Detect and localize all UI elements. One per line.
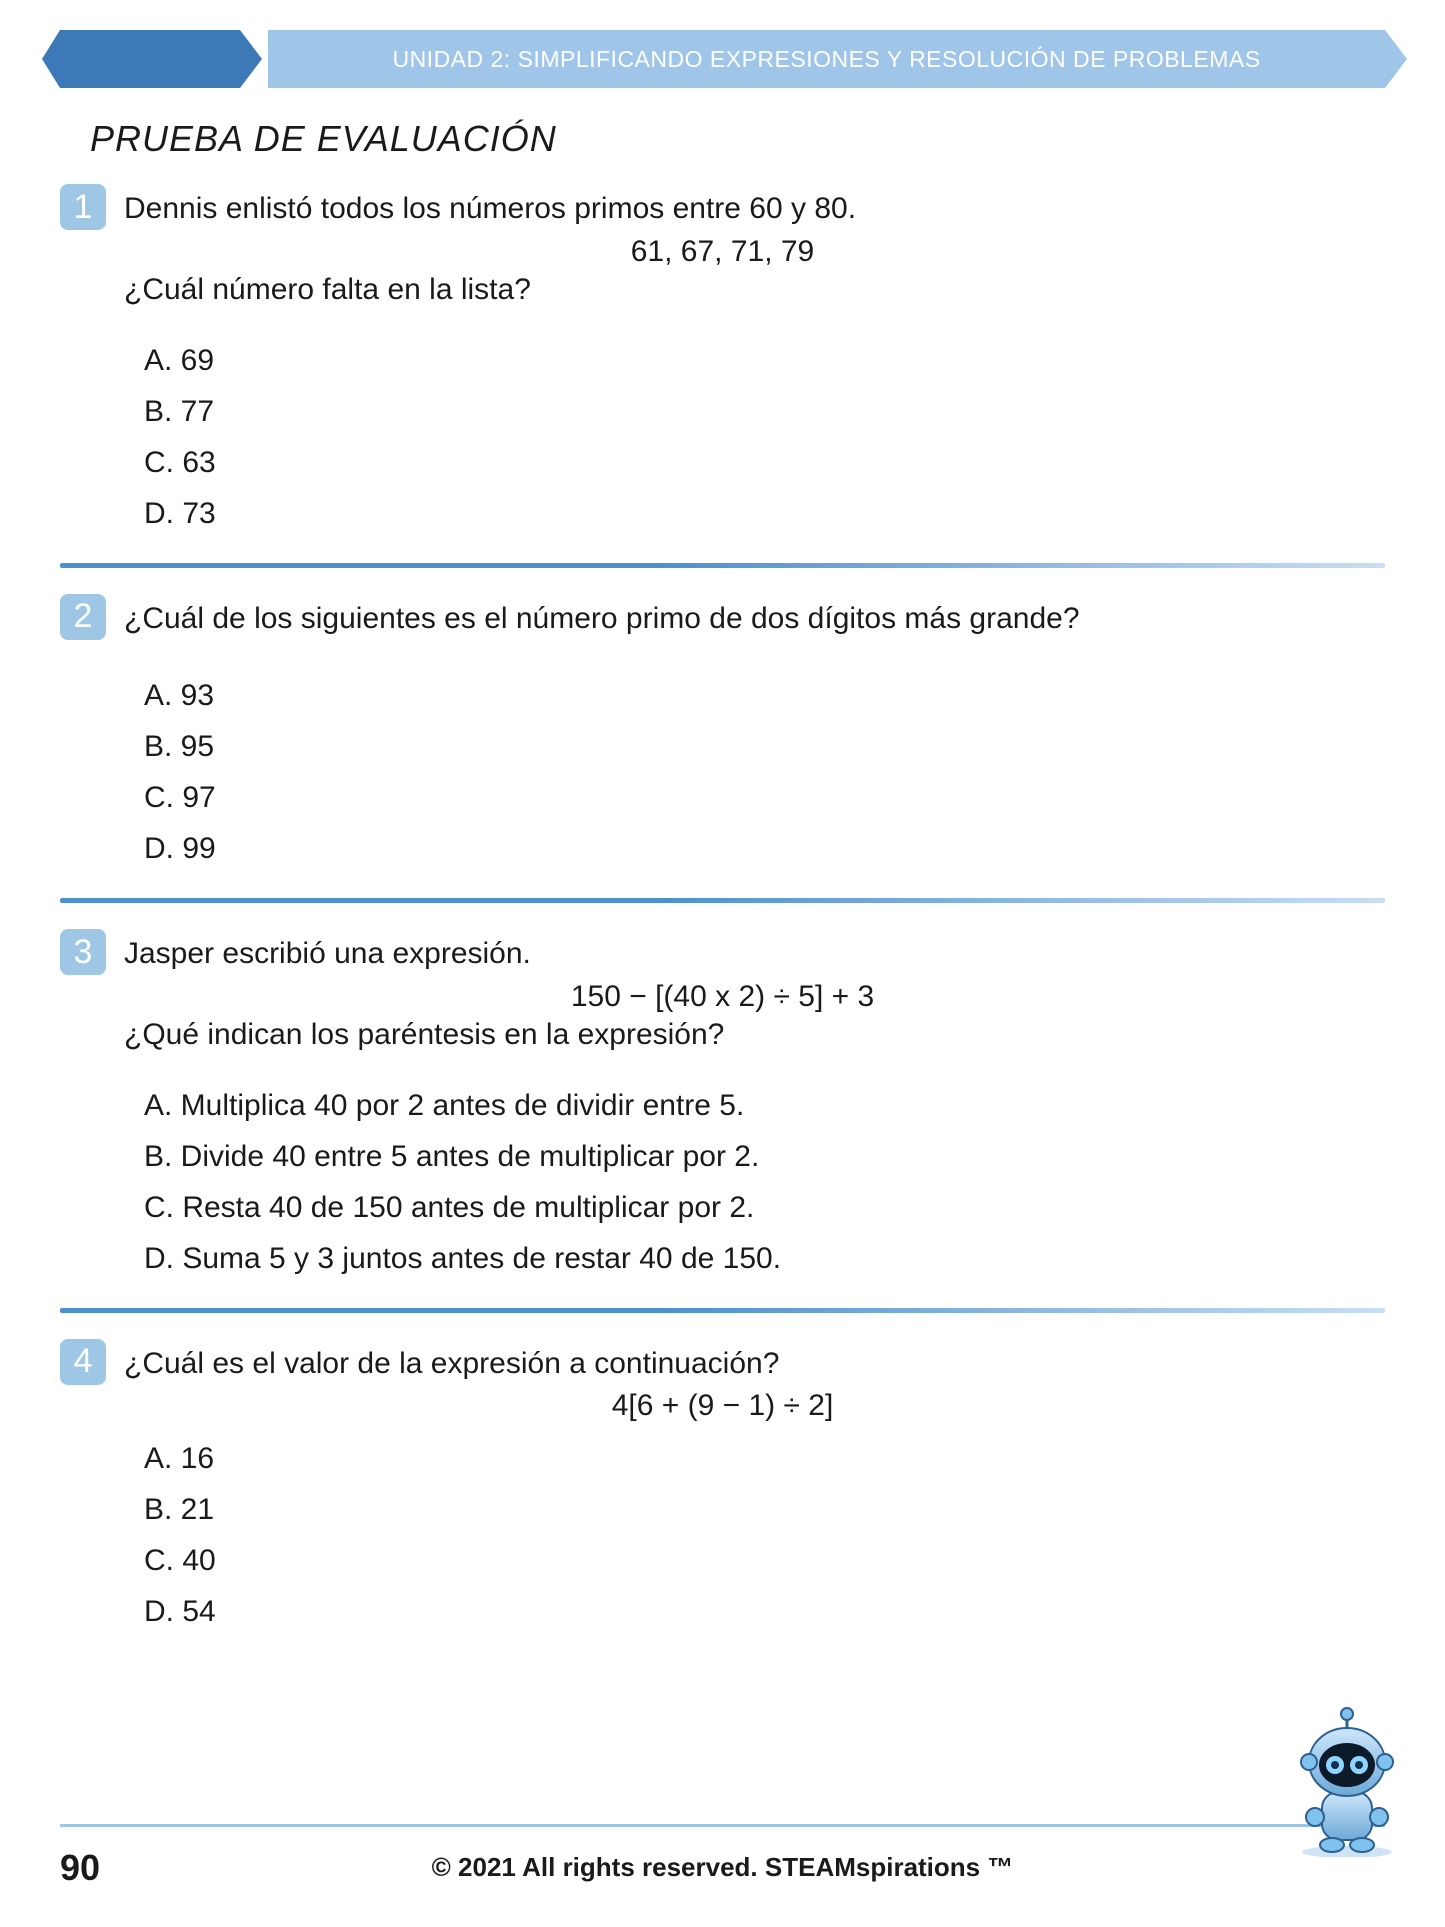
option: A. 69: [144, 335, 1385, 386]
option: A. 16: [144, 1433, 1385, 1484]
footer-rule: [60, 1824, 1385, 1827]
question-center-line: 61, 67, 71, 79: [60, 235, 1385, 269]
options-list: A. 93 B. 95 C. 97 D. 99: [144, 670, 1385, 874]
question-2: 2 ¿Cuál de los siguientes es el número p…: [60, 594, 1385, 875]
option: D. Suma 5 y 3 juntos antes de restar 40 …: [144, 1233, 1385, 1284]
question-stem: Dennis enlistó todos los números primos …: [124, 184, 1385, 233]
option: A. Multiplica 40 por 2 antes de dividir …: [144, 1080, 1385, 1131]
option: B. 95: [144, 721, 1385, 772]
question-number-badge: 4: [60, 1339, 106, 1385]
ribbon-accent: [60, 30, 240, 88]
option: D. 73: [144, 488, 1385, 539]
robot-mascot-icon: [1287, 1707, 1407, 1857]
option: B. Divide 40 entre 5 antes de multiplica…: [144, 1131, 1385, 1182]
question-stem: ¿Cuál de los siguientes es el número pri…: [124, 594, 1385, 643]
option: C. Resta 40 de 150 antes de multiplicar …: [144, 1182, 1385, 1233]
question-number-badge: 2: [60, 594, 106, 640]
header-ribbon: UNIDAD 2: SIMPLIFICANDO EXPRESIONES Y RE…: [60, 30, 1385, 88]
options-list: A. 69 B. 77 C. 63 D. 73: [144, 335, 1385, 539]
question-4: 4 ¿Cuál es el valor de la expresión a co…: [60, 1339, 1385, 1638]
divider: [60, 1308, 1385, 1313]
option: C. 40: [144, 1535, 1385, 1586]
copyright-text: © 2021 All rights reserved. STEAMspirati…: [0, 1852, 1445, 1883]
divider: [60, 563, 1385, 568]
option: C. 63: [144, 437, 1385, 488]
question-number-badge: 1: [60, 184, 106, 230]
option: D. 54: [144, 1586, 1385, 1637]
option: B. 21: [144, 1484, 1385, 1535]
question-3: 3 Jasper escribió una expresión. 150 − […: [60, 929, 1385, 1284]
option: C. 97: [144, 772, 1385, 823]
question-1: 1 Dennis enlistó todos los números primo…: [60, 184, 1385, 539]
ribbon-body: UNIDAD 2: SIMPLIFICANDO EXPRESIONES Y RE…: [268, 30, 1385, 88]
options-list: A. Multiplica 40 por 2 antes de dividir …: [144, 1080, 1385, 1284]
option: A. 93: [144, 670, 1385, 721]
question-stem: Jasper escribió una expresión.: [124, 929, 1385, 978]
question-followup: ¿Qué indican los paréntesis en la expres…: [124, 1018, 1385, 1052]
question-center-line: 150 − [(40 x 2) ÷ 5] + 3: [60, 980, 1385, 1014]
divider: [60, 898, 1385, 903]
question-stem: ¿Cuál es el valor de la expresión a cont…: [124, 1339, 1385, 1388]
unit-title: UNIDAD 2: SIMPLIFICANDO EXPRESIONES Y RE…: [362, 46, 1290, 73]
options-list: A. 16 B. 21 C. 40 D. 54: [144, 1433, 1385, 1637]
option: B. 77: [144, 386, 1385, 437]
section-title: PRUEBA DE EVALUACIÓN: [90, 118, 1385, 160]
worksheet-page: UNIDAD 2: SIMPLIFICANDO EXPRESIONES Y RE…: [0, 0, 1445, 1927]
question-center-line: 4[6 + (9 − 1) ÷ 2]: [60, 1389, 1385, 1423]
option: D. 99: [144, 823, 1385, 874]
question-number-badge: 3: [60, 929, 106, 975]
question-followup: ¿Cuál número falta en la lista?: [124, 273, 1385, 307]
